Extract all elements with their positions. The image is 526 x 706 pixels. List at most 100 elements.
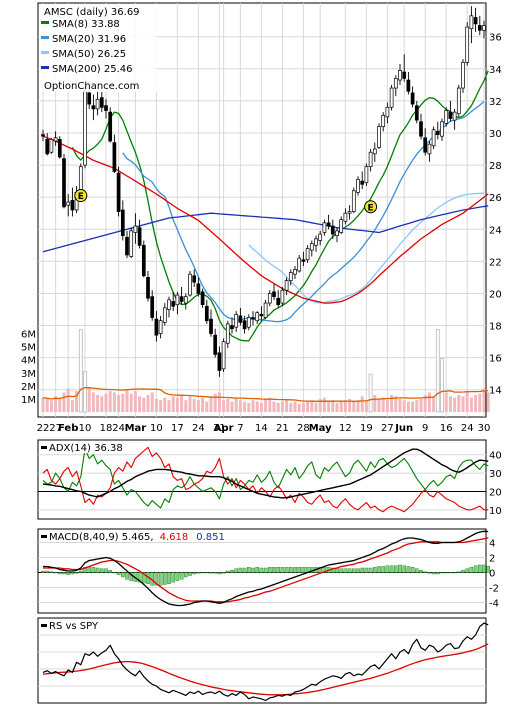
candle — [448, 100, 453, 122]
date-tick-label: 10 — [150, 423, 163, 434]
candle — [280, 287, 285, 307]
volume-bar — [230, 401, 234, 412]
macd-tick-label: 0 — [489, 569, 495, 580]
candle-body-up — [167, 299, 171, 310]
macd-histogram-bar — [297, 567, 302, 573]
volume-bar — [482, 388, 486, 412]
rs-lines — [42, 622, 489, 702]
macd-histogram-bar — [62, 572, 66, 575]
price-y-axis: 14 16 18 20 22 24 26 28 30 32 34 36 — [489, 33, 502, 397]
volume-bar — [255, 401, 259, 412]
candle — [158, 315, 163, 339]
macd-histogram-bar — [486, 565, 491, 573]
rs-panel: RS vs SPY — [37, 617, 489, 704]
candle — [213, 328, 218, 358]
volume-bar — [205, 401, 209, 412]
candle — [171, 291, 176, 312]
candle — [364, 163, 369, 186]
date-tick-label: 28 — [297, 423, 310, 434]
macd-histogram-bar — [104, 568, 108, 573]
legend-sma50: SMA(50) 26.25 — [41, 49, 126, 60]
volume-bar — [209, 396, 213, 412]
candle — [133, 213, 138, 244]
volume-bar — [75, 391, 79, 412]
macd-histogram-bar — [331, 567, 335, 573]
candle-body-down — [179, 296, 184, 302]
macd-histogram-bar — [448, 572, 453, 574]
volume-bar — [66, 388, 70, 412]
candle-body-up — [95, 98, 100, 110]
volume-bar — [381, 397, 385, 412]
candle-body-up — [53, 137, 58, 142]
candle-body-up — [162, 307, 167, 323]
candle-body-up — [377, 126, 381, 148]
volume-bar — [154, 398, 158, 412]
volume-bar — [117, 395, 121, 412]
candle — [125, 230, 129, 259]
candle — [120, 200, 125, 241]
candle — [335, 227, 339, 243]
candle — [284, 277, 289, 296]
macd-histogram-bar — [188, 572, 192, 576]
candle — [435, 121, 440, 140]
macd-histogram-bar — [402, 565, 407, 573]
moving-average-lines — [42, 70, 489, 342]
macd-histogram-bar — [112, 572, 117, 574]
candle — [246, 314, 251, 331]
volume-bar — [91, 392, 95, 412]
candle — [45, 132, 50, 156]
candle-body-up — [284, 280, 289, 291]
volume-bar — [238, 400, 242, 412]
candle — [150, 290, 155, 321]
volume-bar — [133, 391, 137, 412]
candle — [297, 254, 302, 273]
candle-body-down — [141, 244, 146, 277]
date-tick-label: 9 — [422, 423, 428, 434]
candle — [427, 141, 432, 162]
candle-body-up — [461, 62, 465, 89]
legend-sma200: SMA(200) 25.46 — [41, 64, 133, 75]
volume-bar — [390, 395, 394, 412]
watermark: OptionChance.com — [44, 81, 139, 92]
volume-bar — [435, 329, 440, 413]
candle-body-down — [259, 313, 264, 317]
adx-line — [42, 448, 489, 499]
candle-body-up — [293, 269, 297, 275]
macd-histogram-bar — [171, 572, 176, 583]
candle — [57, 136, 62, 159]
candle — [305, 245, 310, 263]
macd-histogram-bar — [217, 572, 222, 575]
volume-bar — [129, 393, 133, 412]
candle-body-up — [133, 225, 138, 233]
macd-histogram-bar — [343, 568, 348, 573]
volume-bar — [348, 398, 352, 412]
earnings-marker — [74, 189, 88, 203]
legend-box — [39, 4, 157, 92]
candle — [116, 166, 121, 217]
candle — [423, 128, 428, 156]
volume-bar — [192, 398, 196, 412]
candle-body-down — [402, 71, 407, 79]
candle-body-up — [427, 143, 432, 155]
adx-lines — [42, 446, 489, 513]
moving-average-line — [248, 192, 485, 304]
volume-bar — [104, 393, 108, 412]
macd-histogram-bar — [246, 567, 251, 573]
candle-body-up — [456, 87, 461, 115]
macd-histogram-bar — [339, 568, 344, 573]
candle-body-up — [347, 211, 352, 214]
date-tick-label: May — [309, 423, 332, 434]
candle-body-up — [444, 110, 449, 124]
macd-histogram-bar — [293, 567, 297, 573]
adx-tick-label: 30 — [489, 469, 502, 480]
candle — [410, 86, 415, 108]
candle — [347, 205, 352, 220]
macd-histogram-bar — [469, 567, 474, 573]
macd-histogram-bar — [116, 572, 121, 575]
volume-bar — [264, 398, 268, 412]
volume-bar — [322, 397, 326, 412]
macd-legend-swatch — [41, 535, 47, 538]
macd-y-axis: -4 -2 0 2 4 — [489, 539, 499, 610]
date-tick-label: 21 — [276, 423, 289, 434]
